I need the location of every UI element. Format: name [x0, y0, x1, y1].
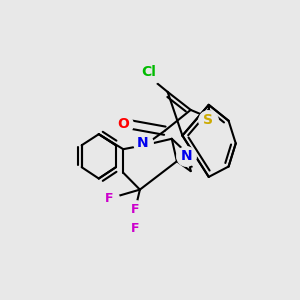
Text: F: F	[130, 222, 139, 235]
Text: N: N	[180, 149, 192, 163]
Text: F: F	[130, 203, 139, 216]
Text: O: O	[117, 117, 129, 131]
Text: N: N	[137, 136, 149, 150]
Text: S: S	[203, 113, 213, 127]
Text: Cl: Cl	[141, 65, 156, 80]
Text: F: F	[105, 192, 114, 205]
